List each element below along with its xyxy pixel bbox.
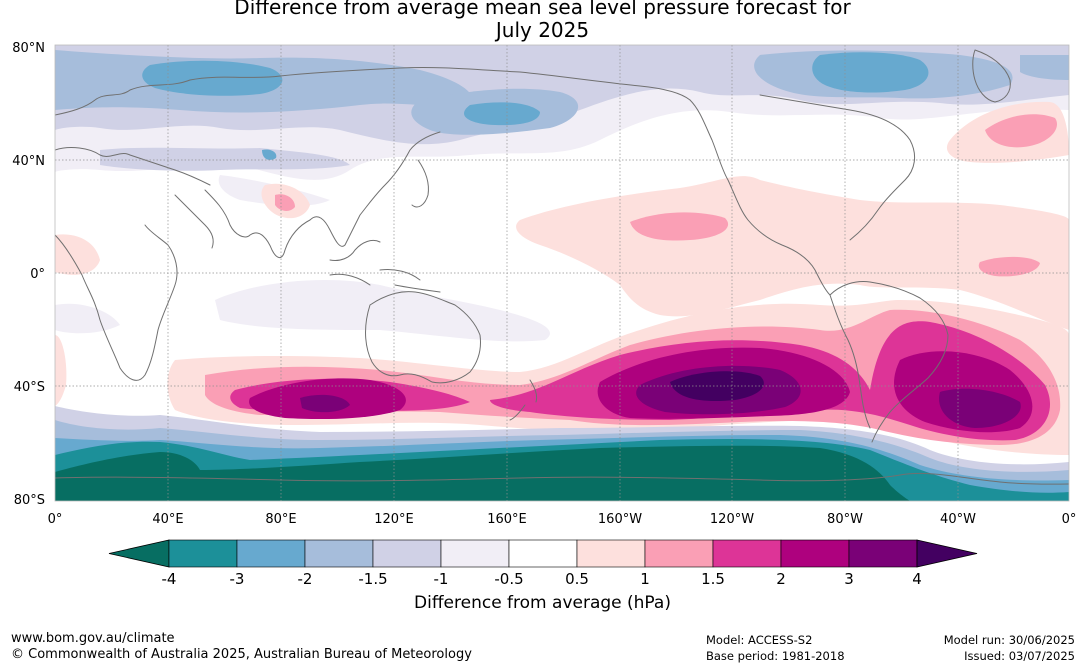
colorbar-segment-4 — [440, 539, 510, 568]
footer-model: Model: ACCESS-S2 Base period: 1981-2018 — [706, 632, 845, 664]
footer-issued: Issued: 03/07/2025 — [964, 649, 1075, 663]
colorbar-segment-10 — [848, 539, 918, 568]
footer-copyright: © Commonwealth of Australia 2025, Austra… — [11, 647, 472, 662]
colorbar: -4 -3 -2 -1.5 -1 -0.5 0.5 1 1.5 2 3 4 — [108, 539, 978, 588]
footer-website: www.bom.gov.au/climate — [11, 631, 175, 646]
colorbar-tick-5: -0.5 — [494, 570, 523, 588]
lon-label-160w: 160°W — [598, 512, 642, 527]
colorbar-segment-1 — [236, 539, 306, 568]
anomaly-field — [55, 45, 1069, 501]
map-frame — [54, 44, 1070, 502]
lon-label-40w: 40°W — [940, 512, 976, 527]
colorbar-tick-9: 2 — [776, 570, 786, 588]
title-line-2: July 2025 — [495, 18, 590, 42]
colorbar-tick-8: 1.5 — [701, 570, 725, 588]
pressure-anomaly-map: 80°N 40°N 0° 40°S 80°S 0° 40°E 80°E 120°… — [12, 41, 1077, 527]
colorbar-segment-0 — [168, 539, 238, 568]
colorbar-segments — [108, 539, 978, 568]
footer-dates: Model run: 30/06/2025 Issued: 03/07/2025 — [944, 632, 1075, 664]
footer-left: www.bom.gov.au/climate © Commonwealth of… — [11, 631, 472, 663]
colorbar-segment-3 — [372, 539, 442, 568]
lat-label-40n: 40°N — [12, 154, 45, 169]
colorbar-segment-5 — [508, 539, 578, 568]
colorbar-tick-3: -1.5 — [358, 570, 387, 588]
footer-base-period: Base period: 1981-2018 — [706, 649, 845, 663]
lon-label-0-right: 0° — [1062, 512, 1077, 527]
colorbar-segment-7 — [644, 539, 714, 568]
colorbar-tick-6: 0.5 — [565, 570, 589, 588]
lon-label-80w: 80°W — [827, 512, 863, 527]
lon-label-120w: 120°W — [710, 512, 754, 527]
lon-label-40e: 40°E — [152, 512, 183, 527]
title-line-1: Difference from average mean sea level p… — [234, 0, 851, 19]
colorbar-tick-4: -1 — [434, 570, 449, 588]
contour-blue-north — [142, 52, 929, 160]
colorbar-extend-high — [916, 539, 978, 568]
contour-pink-tropics — [630, 212, 1040, 277]
graticule — [55, 45, 1069, 501]
latitude-labels: 80°N 40°N 0° 40°S 80°S — [12, 41, 45, 508]
colorbar-tick-0: -4 — [162, 570, 177, 588]
longitude-labels: 0° 40°E 80°E 120°E 160°E 160°W 120°W 80°… — [48, 512, 1077, 527]
lon-label-120e: 120°E — [374, 512, 414, 527]
colorbar-tick-2: -2 — [298, 570, 313, 588]
lon-label-0-left: 0° — [48, 512, 63, 527]
contour-negative-south — [55, 406, 1069, 501]
contour-pink-north — [261, 101, 1069, 219]
footer-model-run: Model run: 30/06/2025 — [943, 633, 1075, 647]
lon-label-80e: 80°E — [265, 512, 296, 527]
colorbar-tick-1: -3 — [230, 570, 245, 588]
footer-model-name: Model: ACCESS-S2 — [706, 633, 813, 647]
colorbar-segment-2 — [304, 539, 374, 568]
colorbar-extend-low — [108, 539, 170, 568]
coastlines — [55, 49, 1069, 485]
lon-label-160e: 160°E — [487, 512, 527, 527]
colorbar-segment-9 — [780, 539, 850, 568]
colorbar-tick-7: 1 — [640, 570, 650, 588]
lat-label-80s: 80°S — [14, 493, 45, 508]
colorbar-segment-8 — [712, 539, 782, 568]
colorbar-tick-11: 4 — [912, 570, 922, 588]
colorbar-tick-10: 3 — [844, 570, 854, 588]
colorbar-segment-6 — [576, 539, 646, 568]
contour-pale-pink-tropics — [55, 176, 1069, 330]
colorbar-label: Difference from average (hPa) — [414, 593, 671, 613]
colorbar-ticks: -4 -3 -2 -1.5 -1 -0.5 0.5 1 1.5 2 3 4 — [162, 570, 922, 588]
lat-label-80n: 80°N — [12, 41, 45, 56]
lat-label-0: 0° — [30, 267, 45, 282]
map-title: Difference from average mean sea level p… — [0, 0, 1085, 42]
lat-label-40s: 40°S — [14, 380, 45, 395]
